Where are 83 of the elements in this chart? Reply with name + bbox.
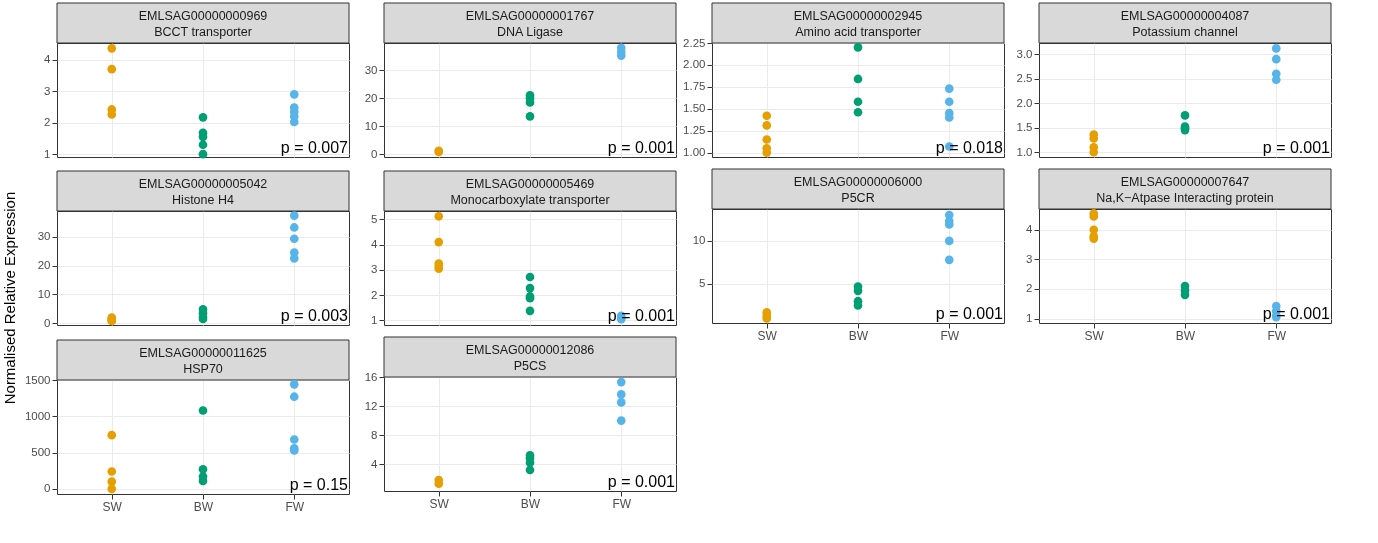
y-tick-label: 2.0 <box>1016 96 1033 109</box>
y-tick-label: 3.0 <box>1016 47 1033 60</box>
y-tick-label: 4 <box>371 457 379 470</box>
y-tick-label: 5 <box>699 277 706 290</box>
y-tick-label: 0 <box>44 316 51 329</box>
chart-subtitle: Amino acid transporter <box>795 25 921 39</box>
y-tick-label: 1 <box>1026 312 1033 325</box>
y-tick-label: 16 <box>364 370 378 383</box>
chart-title: EMLSAG00000004087 <box>1120 9 1250 23</box>
y-tick-label: 1.00 <box>683 146 706 159</box>
chart-subtitle: DNA Ligase <box>496 25 564 39</box>
chart-subtitle: Potassium channel <box>1132 25 1238 39</box>
annotation: p = 0.001 <box>1262 139 1331 156</box>
y-tick-label: 5 <box>371 212 378 225</box>
annotation: p = 0.001 <box>607 139 676 156</box>
y-tick-label: 1 <box>44 147 51 160</box>
y-tick-label: 1000 <box>24 409 51 422</box>
annotation: p = 0.003 <box>280 307 349 324</box>
annotation: p = 0.007 <box>280 139 349 156</box>
chart-title: EMLSAG00000001767 <box>465 9 595 23</box>
chart-subtitle: Na,K−Atpase Interacting protein <box>1096 191 1274 205</box>
y-tick-label: 2 <box>44 116 51 129</box>
y-tick-label: 4 <box>371 238 379 251</box>
y-tick-label: 2.25 <box>683 36 706 49</box>
x-tick-label: FW <box>612 496 632 511</box>
y-axis-title: Normalised Relative Expression <box>1 191 18 405</box>
y-tick-label: 1.25 <box>683 124 706 137</box>
chart-title: EMLSAG00000011625 <box>139 346 267 360</box>
x-tick-label: SW <box>429 496 450 511</box>
y-tick-label: 10 <box>37 287 51 300</box>
y-tick-label: 8 <box>371 428 378 441</box>
y-tick-label: 30 <box>364 63 378 76</box>
chart-title: EMLSAG00000005469 <box>465 177 595 191</box>
chart-subtitle: P5CR <box>841 191 875 205</box>
y-tick-label: 2.5 <box>1016 72 1033 85</box>
y-tick-label: 3 <box>1026 252 1033 265</box>
annotation: p = 0.001 <box>607 473 676 490</box>
x-tick-label: BW <box>193 499 214 514</box>
x-tick-label: SW <box>1084 328 1105 343</box>
y-tick-label: 0 <box>44 482 51 495</box>
y-tick-label: 30 <box>37 230 51 243</box>
y-tick-label: 4 <box>1026 223 1034 236</box>
y-tick-label: 1.75 <box>683 80 706 93</box>
y-tick-label: 1 <box>371 313 378 326</box>
chart-title: EMLSAG00000007647 <box>1120 175 1250 189</box>
y-tick-label: 2.00 <box>683 58 706 71</box>
y-tick-label: 10 <box>364 119 378 132</box>
y-tick-label: 12 <box>364 399 378 412</box>
y-tick-label: 1.0 <box>1016 145 1033 158</box>
x-tick-label: BW <box>520 496 541 511</box>
y-tick-label: 0 <box>371 147 378 160</box>
y-tick-label: 10 <box>692 234 706 247</box>
x-tick-label: BW <box>1175 328 1196 343</box>
y-tick-label: 4 <box>44 53 52 66</box>
y-tick-label: 1.50 <box>683 102 706 115</box>
chart-subtitle: P5CS <box>513 359 547 373</box>
chart-title: EMLSAG00000006000 <box>793 175 923 189</box>
chart-subtitle: BCCT transporter <box>154 25 252 39</box>
chart-title: EMLSAG00000000969 <box>138 9 268 23</box>
chart-subtitle: Monocarboxylate transporter <box>450 193 610 207</box>
chart-subtitle: Histone H4 <box>172 193 234 207</box>
chart-subtitle: HSP70 <box>183 362 223 376</box>
y-tick-label: 3 <box>371 263 378 276</box>
x-tick-label: SW <box>757 328 778 343</box>
y-tick-label: 500 <box>31 446 51 459</box>
chart-title: EMLSAG00000012086 <box>465 343 595 357</box>
annotation: p = 0.018 <box>935 139 1004 156</box>
chart-title: EMLSAG00000002945 <box>793 9 923 23</box>
x-tick-label: FW <box>940 328 960 343</box>
x-tick-label: BW <box>848 328 869 343</box>
y-tick-label: 2 <box>371 288 378 301</box>
y-tick-label: 1500 <box>24 373 51 386</box>
y-tick-label: 20 <box>37 259 51 272</box>
y-tick-label: 20 <box>364 91 378 104</box>
chart-title: EMLSAG00000005042 <box>138 177 268 191</box>
x-tick-label: FW <box>1267 328 1287 343</box>
y-tick-label: 3 <box>44 84 51 97</box>
x-tick-label: FW <box>285 499 305 514</box>
annotation: p = 0.001 <box>935 305 1004 322</box>
annotation: p = 0.15 <box>289 476 349 493</box>
y-tick-label: 2 <box>1026 282 1033 295</box>
x-tick-label: SW <box>102 499 123 514</box>
y-tick-label: 1.5 <box>1016 121 1033 134</box>
